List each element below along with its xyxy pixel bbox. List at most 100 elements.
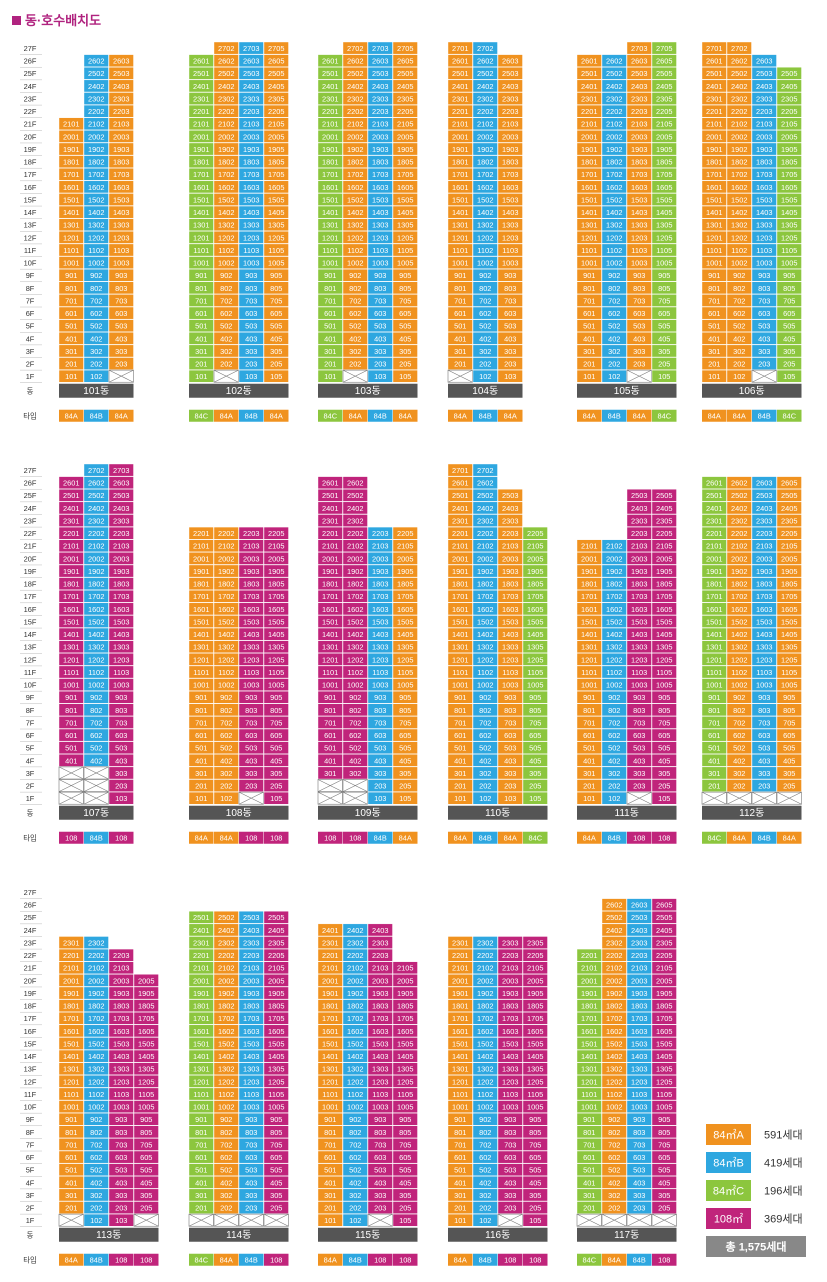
unit-number: 1803 <box>502 158 518 167</box>
unit-cell <box>238 117 264 131</box>
unit-number: 1905 <box>268 989 284 998</box>
unit-number: 405 <box>399 1178 411 1187</box>
unit-number: 1503 <box>372 195 388 204</box>
unit-number: 1001 <box>581 259 597 268</box>
unit-cell <box>472 193 498 206</box>
unit-cell <box>238 67 264 80</box>
unit-number: 703 <box>758 718 770 727</box>
floor-label: 21F <box>24 120 37 129</box>
unit-number: 1303 <box>243 1065 259 1074</box>
total-label: 총 1,575세대 <box>726 1240 787 1254</box>
unit-number: 1401 <box>193 208 209 217</box>
unit-number: 603 <box>633 731 645 740</box>
unit-number: 1002 <box>477 1103 493 1112</box>
type-chip-label: 108 <box>115 834 127 843</box>
unit-number: 703 <box>115 1140 127 1149</box>
unit-number: 2102 <box>606 120 622 129</box>
unit-number: 1603 <box>113 183 129 192</box>
unit-number: 701 <box>65 296 77 305</box>
unit-cell <box>83 218 109 231</box>
unit-number: 202 <box>733 782 745 791</box>
unit-number: 1401 <box>581 208 597 217</box>
unit-number: 2203 <box>502 951 518 960</box>
unit-cell <box>472 130 498 143</box>
unit-number: 603 <box>115 309 127 318</box>
unit-number: 905 <box>783 693 795 702</box>
unit-cell <box>447 193 473 206</box>
unit-number: 501 <box>454 744 466 753</box>
unit-number: 603 <box>633 309 645 318</box>
unit-number: 805 <box>270 706 282 715</box>
unit-number: 505 <box>140 1166 152 1175</box>
unit-number: 1103 <box>243 668 259 677</box>
building-name: 111동 <box>615 807 639 819</box>
floor-label: 16F <box>24 183 37 192</box>
unit-number: 703 <box>115 718 127 727</box>
unit-cell <box>213 243 239 257</box>
unit-cell <box>238 319 264 332</box>
unit-number: 901 <box>195 693 207 702</box>
unit-number: 605 <box>270 731 282 740</box>
unit-number: 302 <box>349 347 361 356</box>
unit-cell <box>58 167 84 181</box>
unit-cell <box>263 332 289 345</box>
unit-number: 102 <box>90 1216 102 1225</box>
unit-number: 2502 <box>731 69 747 78</box>
unit-number: 301 <box>583 769 595 778</box>
unit-cell <box>651 41 677 55</box>
unit-number: 1701 <box>706 592 722 601</box>
unit-number: 503 <box>504 744 516 753</box>
unit-number: 1805 <box>138 1002 154 1011</box>
floor-label: 25F <box>24 913 37 922</box>
unit-number: 302 <box>608 1191 620 1200</box>
unit-number: 1802 <box>88 1002 104 1011</box>
unit-number: 1402 <box>477 208 493 217</box>
unit-number: 2603 <box>113 57 129 66</box>
unit-number: 1801 <box>581 1002 597 1011</box>
unit-number: 2501 <box>452 69 468 78</box>
unit-number: 2105 <box>268 964 284 973</box>
unit-cell <box>497 167 523 181</box>
unit-number: 903 <box>245 693 257 702</box>
legend-label: 108㎡ <box>714 1213 743 1226</box>
unit-number: 503 <box>245 744 257 753</box>
unit-number: 803 <box>504 284 516 293</box>
unit-number: 301 <box>583 347 595 356</box>
unit-number: 2701 <box>452 44 468 53</box>
unit-number: 1303 <box>113 221 129 230</box>
unit-number: 2201 <box>581 951 597 960</box>
unit-number: 1201 <box>63 1077 79 1086</box>
unit-number: 2601 <box>63 479 79 488</box>
unit-number: 105 <box>270 372 282 381</box>
unit-cell <box>213 218 239 231</box>
unit-number: 1002 <box>218 1103 234 1112</box>
unit-number: 2002 <box>218 976 234 985</box>
unit-cell <box>317 117 343 131</box>
unit-number: 401 <box>324 756 336 765</box>
unit-number: 2301 <box>706 516 722 525</box>
unit-number: 1403 <box>756 208 772 217</box>
unit-number: 1202 <box>731 233 747 242</box>
unit-number: 705 <box>270 296 282 305</box>
unit-number: 901 <box>708 693 720 702</box>
unit-number: 1801 <box>63 1002 79 1011</box>
unit-cell <box>576 180 602 194</box>
floor-label: 5F <box>26 1166 35 1175</box>
unit-number: 205 <box>399 782 411 791</box>
unit-number: 1702 <box>606 170 622 179</box>
unit-number: 2201 <box>452 951 468 960</box>
legend-label: 84㎡B <box>713 1157 744 1170</box>
unit-cell <box>367 243 393 257</box>
unit-number: 2705 <box>656 44 672 53</box>
unit-number: 803 <box>374 1128 386 1137</box>
unit-number: 1801 <box>452 158 468 167</box>
type-chip <box>652 409 677 422</box>
unit-number: 603 <box>758 309 770 318</box>
unit-number: 1703 <box>756 170 772 179</box>
unit-number: 1405 <box>527 1052 543 1061</box>
unit-cell <box>263 193 289 206</box>
unit-number: 903 <box>633 693 645 702</box>
unit-number: 1902 <box>347 989 363 998</box>
unit-number: 2101 <box>581 120 597 129</box>
unit-number: 2103 <box>372 964 388 973</box>
